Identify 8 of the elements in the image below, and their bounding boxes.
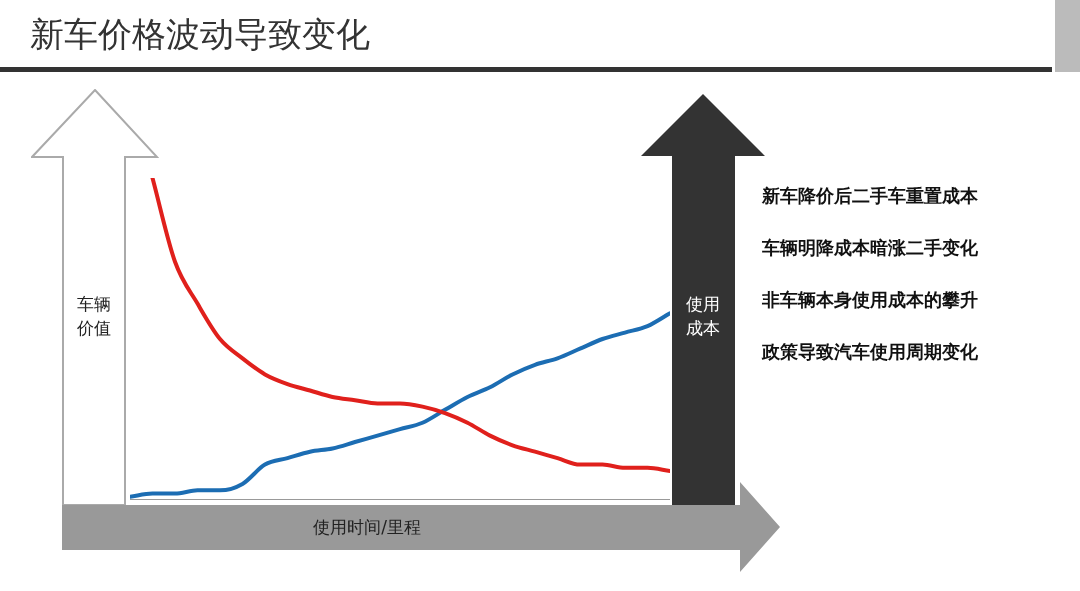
- text: 新车降价后二手车重置成本: [762, 184, 978, 208]
- text: 非车辆本身使用成本的攀升: [762, 288, 978, 312]
- y-axis-title: 车辆价值: [76, 293, 112, 340]
- y2-axis-title: 使用成本: [685, 293, 721, 340]
- text: 车辆明降成本暗涨二手变化: [762, 236, 978, 260]
- chart-title: 新车价格波动导致变化: [30, 13, 370, 56]
- x-axis-title: 使用时间/里程: [312, 516, 422, 539]
- text: 政策导致汽车使用周期变化: [762, 340, 978, 364]
